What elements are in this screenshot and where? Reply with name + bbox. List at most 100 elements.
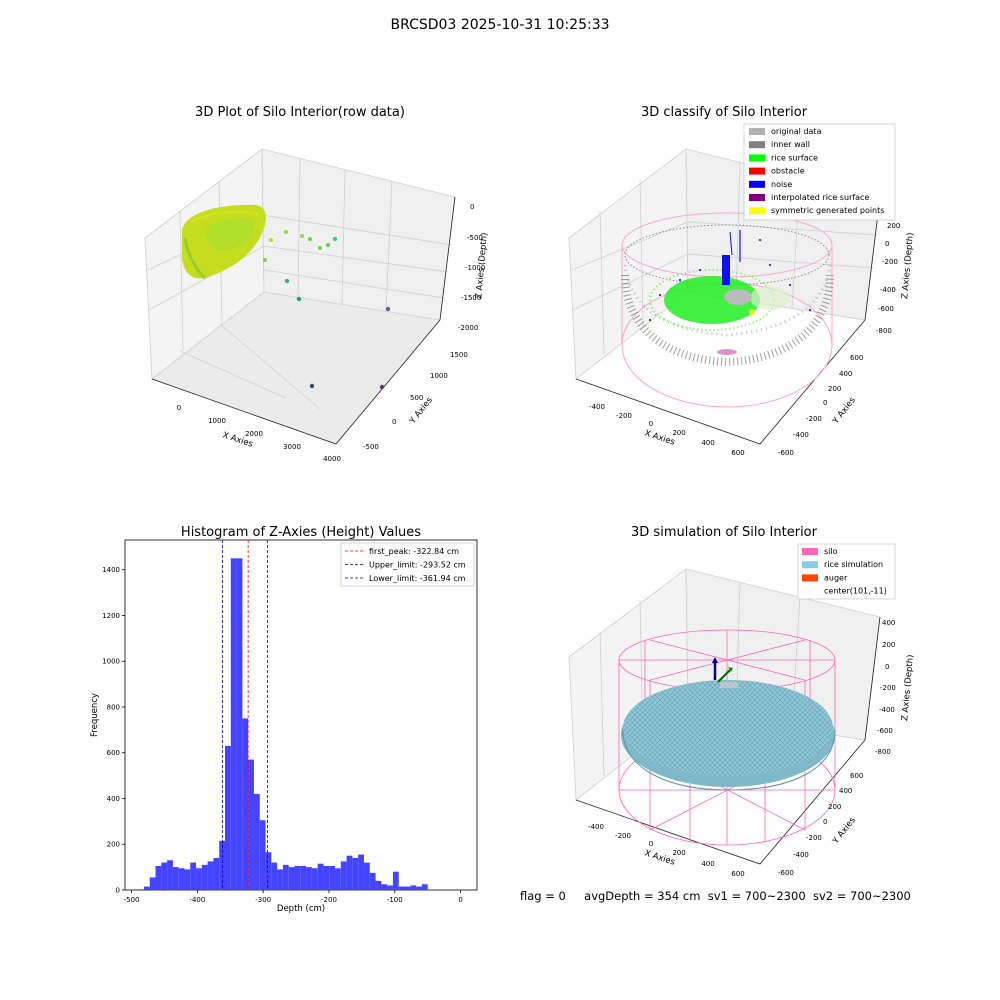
cls-xtick-3: 200 [672, 429, 685, 437]
raw-ztick-0: 0 [470, 203, 474, 211]
classify-legend-swatch-2 [749, 154, 765, 162]
hist-bar [196, 868, 202, 890]
sim-ztick-0: 400 [882, 619, 895, 627]
hist-bar [172, 867, 179, 890]
cls-ztick-4: -600 [878, 305, 894, 313]
sim-ytick-6: 600 [850, 772, 863, 780]
hist-bar [236, 558, 243, 890]
classify-legend: original data inner wall rice surface obsta… [743, 123, 896, 221]
hist-bar [381, 884, 388, 890]
sim-legend-label-0: silo [824, 547, 838, 556]
cls-ztick-0: 200 [887, 222, 900, 230]
panel-classify-title: 3D classify of Silo Interior [641, 105, 808, 120]
hist-bar [184, 869, 191, 890]
sim-xtick-5: 600 [731, 870, 744, 878]
hist-bar [340, 861, 347, 890]
cls-ytick-4: 200 [828, 385, 841, 393]
hist-bar [230, 558, 237, 890]
sim-ytick-3: 0 [823, 818, 827, 826]
hist-bar [155, 865, 162, 890]
cls-xtick-5: 600 [731, 449, 744, 457]
sim-ztick-3: -200 [880, 684, 896, 692]
cls-zlabel: Z Axies (Depth) [900, 232, 916, 299]
sim-legend-label-3: center(101,-11) [824, 587, 887, 596]
sim-ztick-2: 0 [885, 663, 889, 671]
classify-legend-swatch-3 [749, 167, 765, 175]
panel-raw-3d: 3D Plot of Silo Interior(row data) [144, 105, 490, 463]
hist-bar [346, 855, 353, 890]
hist-ytick-label-4: 800 [107, 703, 120, 711]
cls-xtick-1: -200 [616, 412, 632, 420]
hist-bar [190, 862, 197, 890]
sv1-text: sv1 = 700~2300 [707, 889, 806, 903]
hist-bar [358, 854, 364, 890]
hist-bar [392, 871, 399, 890]
classify-legend-label-1: inner wall [771, 140, 810, 149]
hist-ytick-label-1: 200 [107, 841, 120, 849]
cls-ylabel: Y Axies [830, 395, 858, 427]
hist-bar [138, 889, 144, 890]
classify-legend-swatch-5 [749, 194, 765, 201]
sim-ztick-5: -600 [877, 727, 893, 735]
figure-title: BRCSD03 2025-10-31 10:25:33 [390, 17, 610, 33]
sim-ztick-6: -800 [875, 748, 891, 756]
hist-bar [248, 759, 254, 890]
hist-legend-label-0: first_peak: -322.84 cm [369, 547, 459, 556]
panel-classify-3d: 3D classify of Silo Interior [568, 105, 916, 457]
hist-bar [253, 793, 260, 890]
cls-ytick-3: 0 [823, 399, 827, 407]
sim-legend: silo rice simulation auger center(101,-11) [797, 543, 896, 600]
raw-ytick-1: 0 [392, 418, 396, 426]
cls-xtick-0: -400 [589, 403, 605, 411]
hist-ytick-label-2: 400 [107, 795, 120, 803]
hist-ylabel: Frequency [90, 693, 100, 737]
cls-ztick-5: -800 [876, 327, 892, 335]
hist-bar [294, 865, 301, 890]
hist-ytick-label-5: 1000 [102, 658, 120, 666]
classify-legend-label-0: original data [771, 127, 822, 136]
classify-legend-swatch-4 [749, 180, 765, 188]
hist-ytick-label-6: 1200 [102, 612, 120, 620]
sim-xtick-4: 400 [701, 860, 714, 868]
raw-outlier-points [263, 230, 391, 390]
hist-bar [352, 857, 359, 890]
sim-legend-label-2: auger [824, 573, 848, 582]
raw-xtick-4: 4000 [323, 455, 341, 463]
raw-ytick-0: -500 [363, 443, 379, 451]
panel-classify-ticks: -400 -200 0 200 400 600 -600 -400 -200 0… [589, 222, 900, 457]
cls-ytick-5: 400 [839, 370, 852, 378]
hist-bar [271, 862, 278, 890]
sim-ztick-4: -400 [879, 706, 895, 714]
hist-bar [329, 865, 336, 890]
hist-xtick-label-2: -300 [255, 896, 271, 904]
panel-raw-title: 3D Plot of Silo Interior(row data) [195, 105, 405, 120]
panel-simulation-3d: 3D simulation of Silo Interior [568, 525, 916, 878]
hist-bar [300, 865, 307, 890]
panel-histogram: Histogram of Z-Axies (Height) Values -50… [90, 525, 478, 914]
hist-bar [161, 862, 168, 890]
hist-bar [410, 885, 417, 890]
hist-bar [149, 877, 156, 890]
hist-xlabel: Depth (cm) [277, 904, 325, 914]
flag-text: flag = 0 [520, 889, 566, 903]
cls-ytick-6: 600 [850, 354, 863, 362]
classify-points [621, 212, 834, 408]
hist-bar [369, 872, 376, 890]
hist-bar [398, 886, 405, 890]
raw-xtick-0: 0 [177, 404, 181, 412]
panel-raw-ticks: 0 1000 2000 3000 4000 -500 0 500 1000 15… [177, 203, 486, 463]
hist-title: Histogram of Z-Axies (Height) Values [181, 525, 421, 540]
classify-legend-items: original data inner wall rice surface obsta… [749, 127, 884, 215]
hist-threshold-lines [222, 540, 268, 890]
hist-bar [288, 867, 295, 890]
classify-interpolated [717, 349, 737, 355]
hist-bar [259, 820, 266, 890]
sim-ytick-5: 400 [839, 787, 852, 795]
hist-bar [404, 886, 411, 890]
classify-rice-surface [649, 269, 790, 331]
hist-bar [317, 863, 324, 890]
sim-ytick-4: 200 [828, 803, 841, 811]
hist-legend-label-2: Lower_limit: -361.94 cm [369, 574, 466, 583]
hist-xtick-label-3: -200 [321, 896, 337, 904]
